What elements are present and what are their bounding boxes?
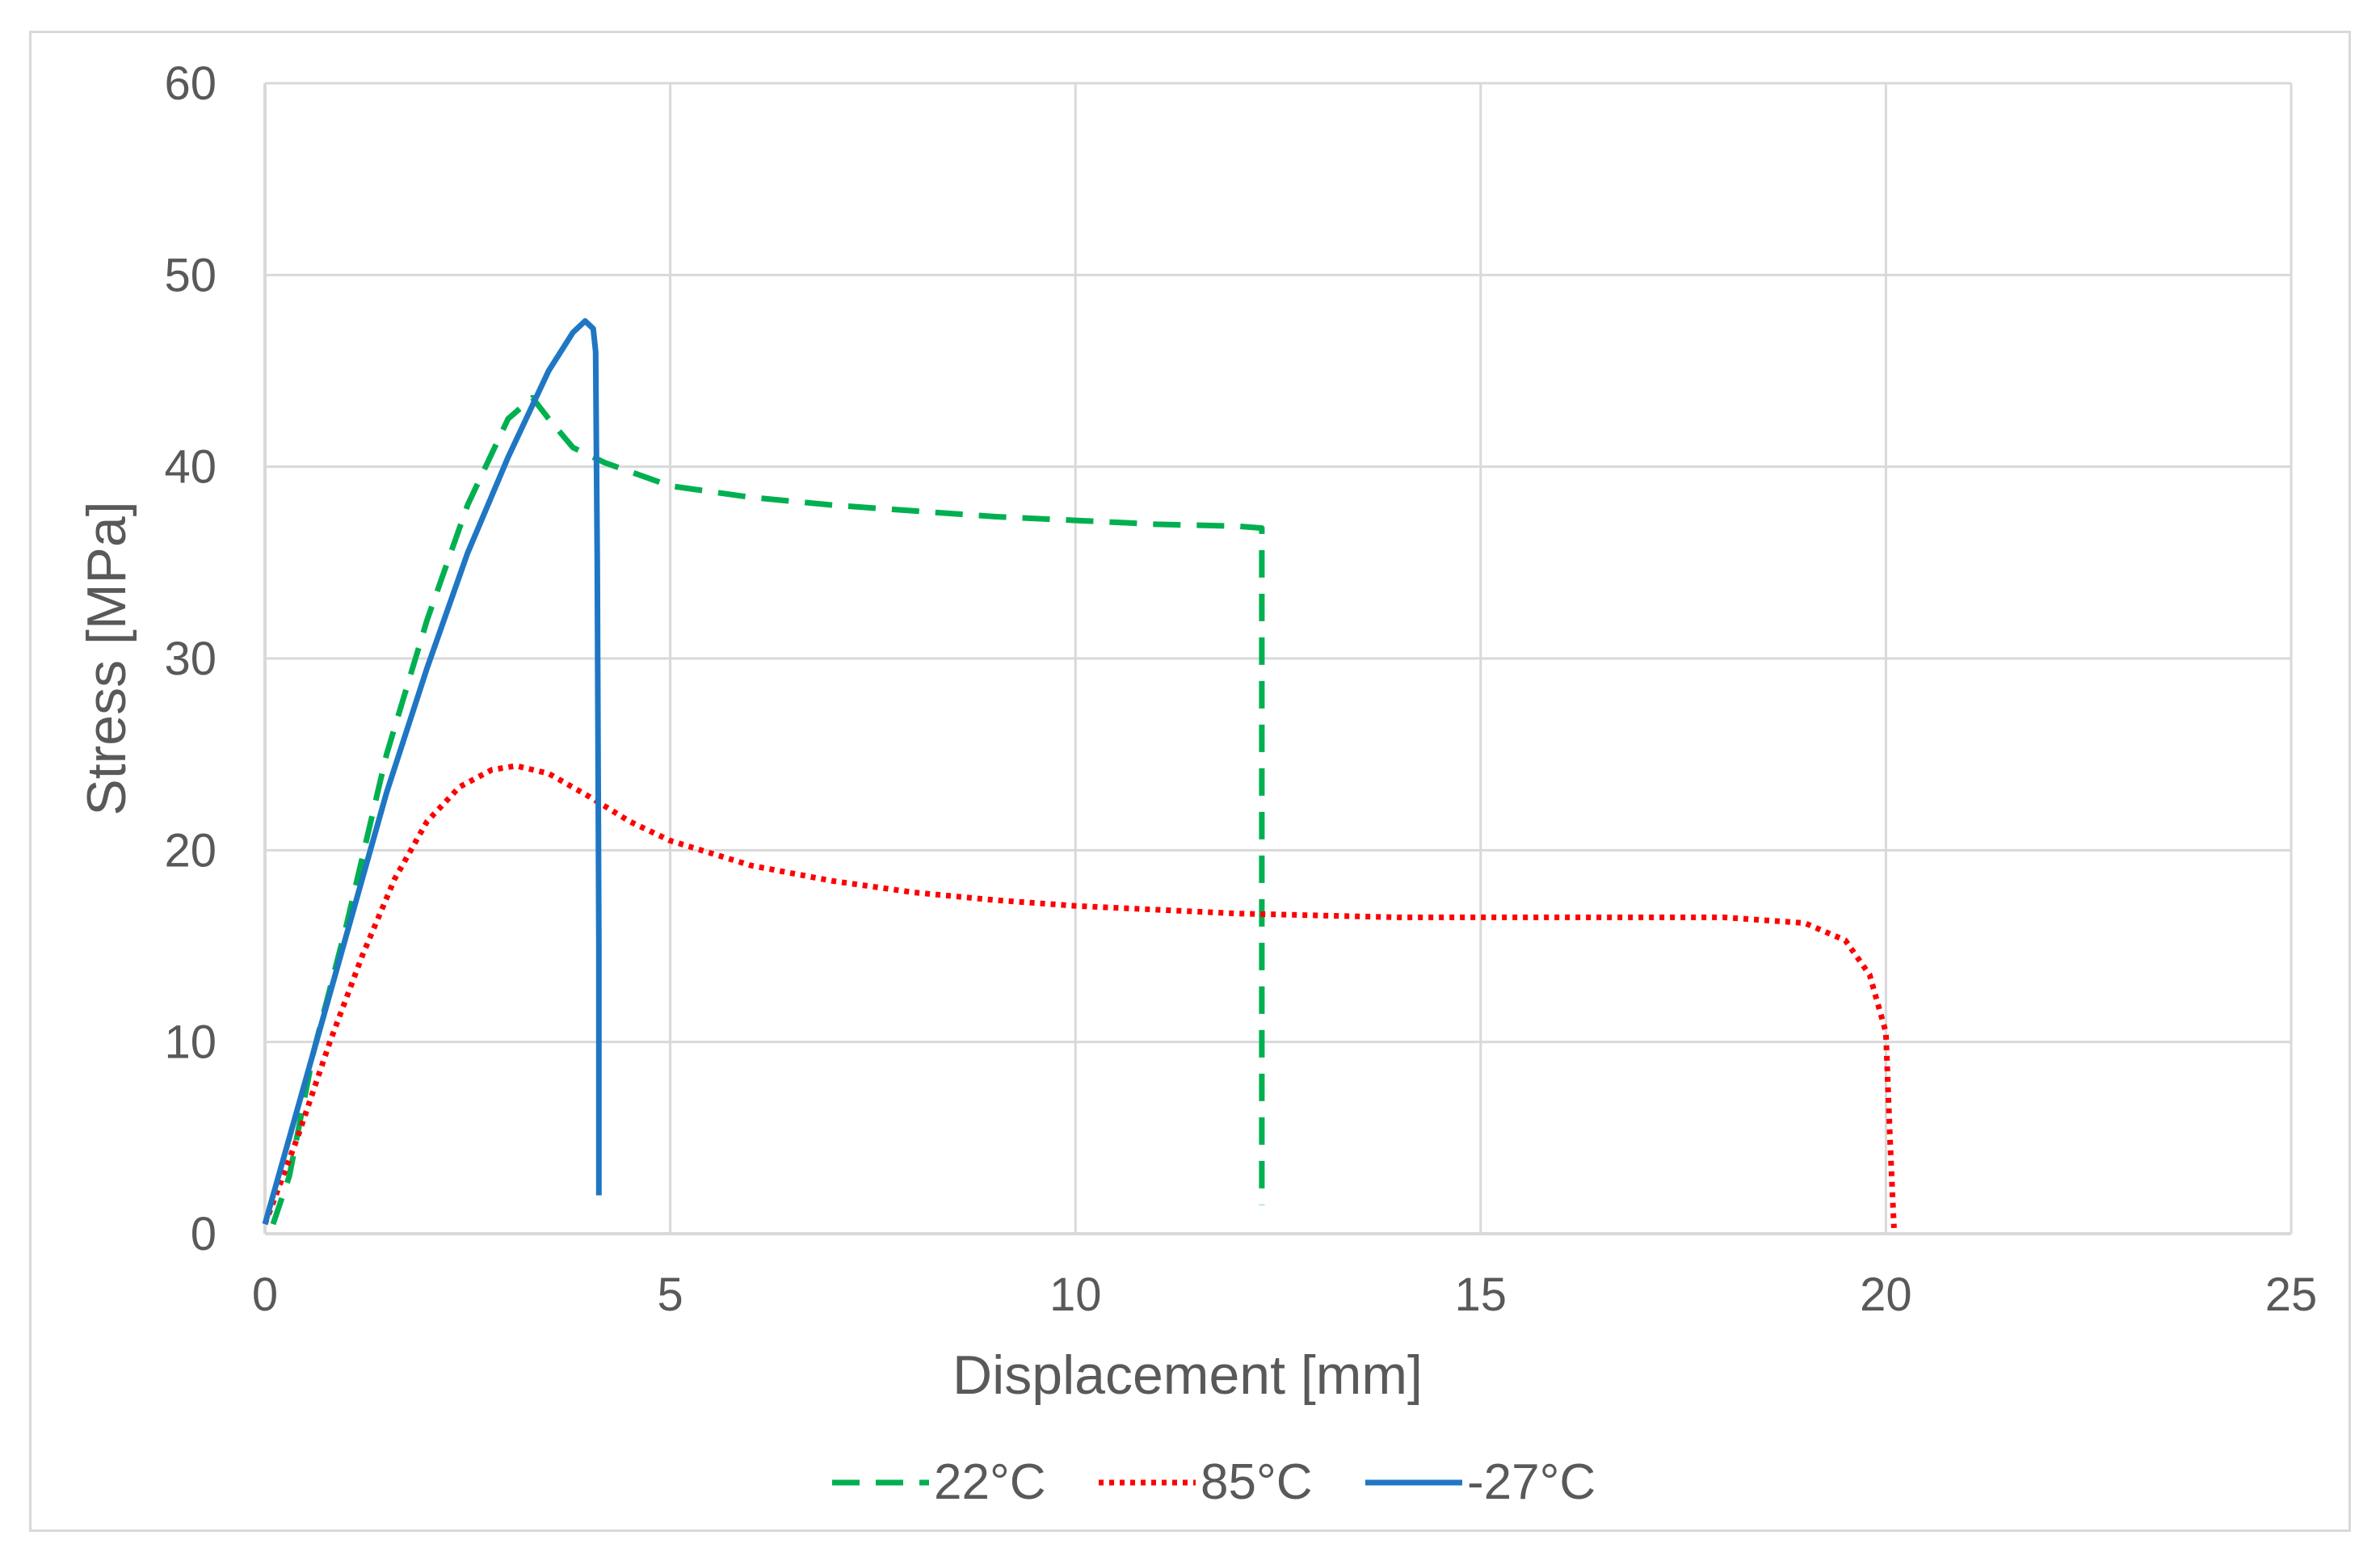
series-layer [262,318,1897,1229]
x-tick-label: 15 [1455,1268,1507,1321]
x-tick-label: 25 [2265,1268,2318,1321]
series-line-1 [270,394,1265,1226]
y-tick-label: 20 [164,824,217,877]
x-tick-label: 10 [1049,1268,1102,1321]
legend-item-3: -27°C [1365,1454,1596,1510]
legend-label: 85°C [1201,1454,1313,1510]
y-axis-title: Stress [MPa] [76,501,137,815]
x-tick-label: 5 [657,1268,683,1321]
y-tick-label: 10 [164,1016,217,1069]
tick-labels: 0 10 20 30 40 50 60 0 5 10 15 20 25 [164,57,2317,1321]
y-tick-label: 30 [164,633,217,685]
grid-layer [265,82,2293,1234]
legend-label: 22°C [934,1454,1046,1510]
y-tick-label: 40 [164,441,217,494]
axis-layer [263,83,2291,1235]
legend-item-2: 85°C [1099,1454,1313,1510]
y-tick-label: 60 [164,57,217,110]
series-line-3 [262,318,602,1226]
legend: 22°C 85°C -27°C [832,1454,1596,1510]
legend-item-1: 22°C [832,1454,1046,1510]
chart-frame [29,31,2351,1532]
x-axis-title: Displacement [mm] [952,1344,1423,1406]
legend-label: -27°C [1467,1454,1596,1510]
y-tick-label: 0 [191,1208,217,1260]
series-line-2 [262,763,1897,1229]
x-tick-label: 20 [1860,1268,1912,1321]
y-tick-label: 50 [164,249,217,301]
x-tick-label: 0 [252,1268,278,1321]
